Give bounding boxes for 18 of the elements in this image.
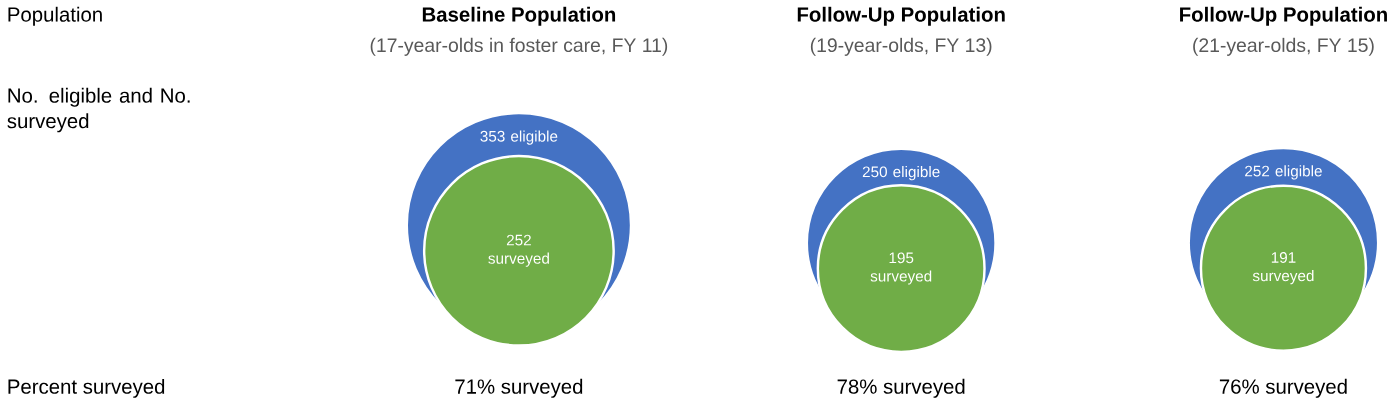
text: 78% surveyed bbox=[837, 379, 965, 399]
text: (21-year-olds, FY 15) bbox=[1193, 38, 1374, 57]
category-label: Follow-Up Population bbox=[1180, 6, 1387, 26]
text: (19-year-olds, FY 13) bbox=[810, 38, 992, 57]
data-label: 250 eligible bbox=[862, 166, 940, 181]
data-label: 195 surveyed bbox=[870, 252, 932, 285]
text: (17-year-olds in foster care, FY 11) bbox=[370, 38, 668, 57]
text: Population bbox=[8, 6, 102, 26]
data-label: 191 surveyed bbox=[1252, 252, 1314, 285]
category-label: Baseline Population bbox=[422, 6, 616, 26]
data-label: 353 eligible bbox=[480, 130, 558, 145]
data-label: 252 surveyed bbox=[488, 234, 549, 267]
text: 71% surveyed bbox=[455, 379, 583, 399]
text: No. eligible and No. surveyed bbox=[7, 87, 190, 133]
text: Percent surveyed bbox=[8, 379, 165, 399]
category-label: Follow-Up Population bbox=[797, 6, 1005, 26]
text: 76% surveyed bbox=[1219, 379, 1347, 399]
data-label: 252 eligible bbox=[1245, 165, 1322, 180]
